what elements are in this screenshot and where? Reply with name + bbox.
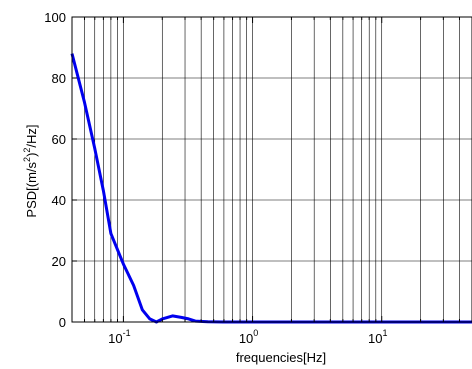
x-tick-labels: 10-1 100 101 <box>108 328 387 346</box>
series-layer <box>70 53 472 324</box>
x-tick-label-exponent: 1 <box>382 328 387 338</box>
y-tick-labels: 0 20 40 60 80 100 <box>44 10 66 330</box>
x-tick-label-base: 10 <box>368 331 382 346</box>
y-axis-label-part3: /Hz] <box>24 124 39 147</box>
x-tick-label: 100 <box>239 328 258 346</box>
y-tick-label: 40 <box>52 193 66 208</box>
x-axis-label: frequencies[Hz] <box>236 350 326 365</box>
y-tick-label: 60 <box>52 132 66 147</box>
y-tick-label: 80 <box>52 71 66 86</box>
y-axis-label-part2: ) <box>24 153 39 157</box>
plot-frame <box>71 16 472 323</box>
y-axis-label-sup2: 2 <box>22 148 32 153</box>
tick-marks <box>71 16 472 323</box>
y-tick-label: 20 <box>52 254 66 269</box>
y-axis-label-part1: PSD[(m/s <box>24 161 39 217</box>
x-tick-label: 101 <box>368 328 387 346</box>
x-tick-label: 10-1 <box>108 328 130 346</box>
series-line <box>70 53 472 324</box>
y-axis-label-sup1: 2 <box>22 157 32 162</box>
x-tick-label-base: 10 <box>108 331 122 346</box>
x-tick-label-exponent: -1 <box>123 328 131 338</box>
y-tick-label: 100 <box>44 10 66 25</box>
x-tick-label-base: 10 <box>239 331 253 346</box>
x-tick-label-exponent: 0 <box>253 328 258 338</box>
y-axis-label: PSD[(m/s2)2/Hz] <box>22 124 39 217</box>
y-tick-label: 0 <box>59 315 66 330</box>
grid-lines <box>71 16 472 323</box>
